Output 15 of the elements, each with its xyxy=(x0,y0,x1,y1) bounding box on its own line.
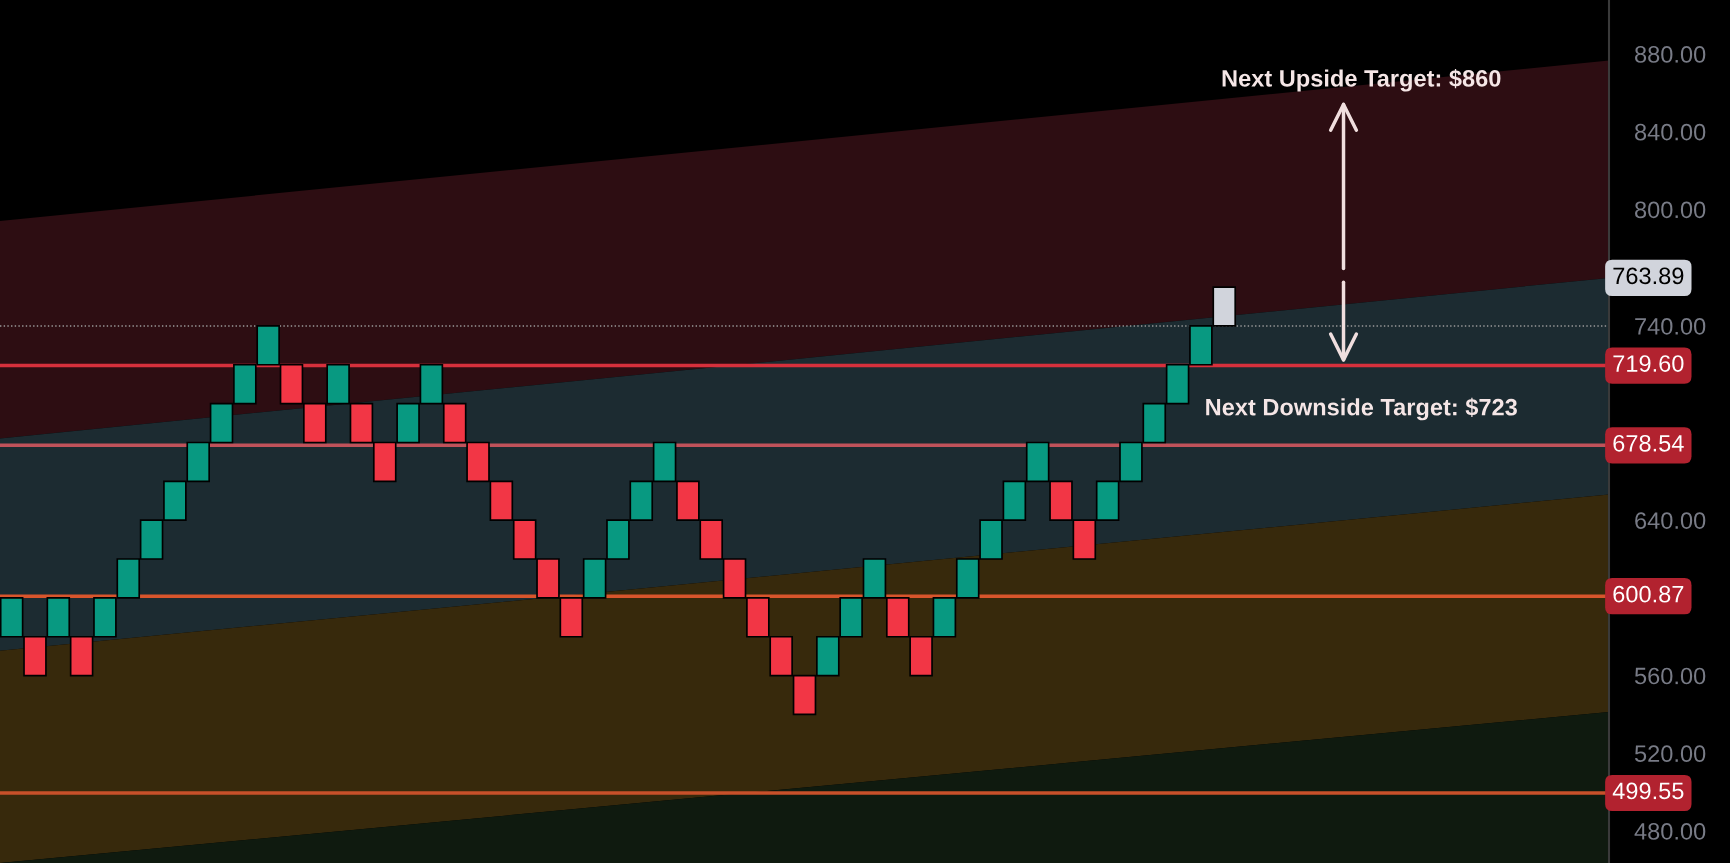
annotation: Next Downside Target: $723 xyxy=(1206,397,1517,421)
y-tick-label: 740.00 xyxy=(1635,318,1706,335)
y-tick-label: 800.00 xyxy=(1635,201,1706,219)
annotation: Next Upside Target: $860 xyxy=(1222,69,1501,92)
y-tick-label: 560.00 xyxy=(1634,667,1706,685)
y-tick-label: 520.00 xyxy=(1634,745,1706,763)
y-tick-label: 840.00 xyxy=(1635,123,1706,141)
y-tick-label: 880.00 xyxy=(1635,46,1706,63)
ref-line-label: 600.87 xyxy=(1613,585,1684,603)
ref-line-label: 499.55 xyxy=(1612,782,1684,800)
y-tick-label: 480.00 xyxy=(1634,823,1706,840)
ref-line-label: 678.54 xyxy=(1613,434,1684,452)
ref-line-label: 719.60 xyxy=(1613,355,1684,372)
y-tick-label: 640.00 xyxy=(1635,512,1706,529)
text: 763.89 xyxy=(1613,267,1684,285)
